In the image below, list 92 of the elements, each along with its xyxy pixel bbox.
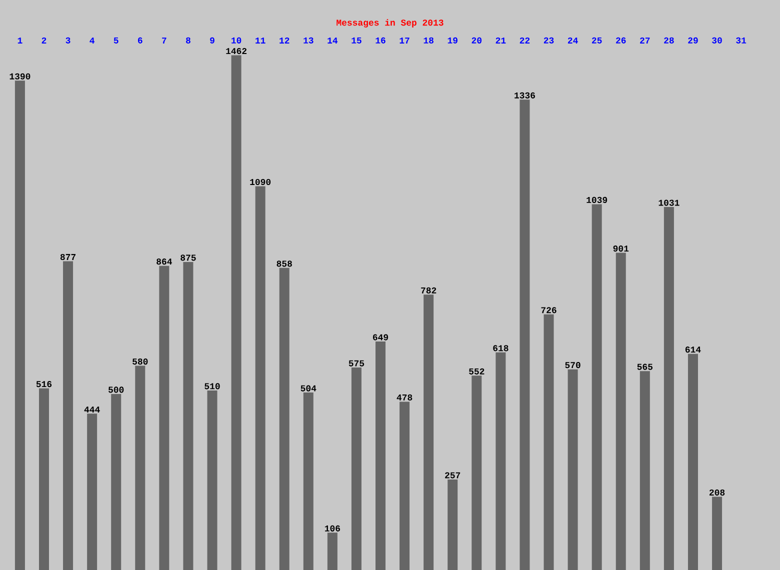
data-label: 500 — [108, 386, 124, 393]
data-label: 877 — [60, 254, 76, 260]
data-label: 208 — [709, 489, 725, 496]
x-tick-label: 8 — [186, 37, 190, 44]
x-tick-label: 7 — [162, 38, 166, 44]
data-label: 478 — [396, 394, 412, 400]
x-tick-label: 11 — [256, 38, 266, 44]
data-label: 858 — [276, 260, 292, 267]
x-tick-label: 10 — [232, 37, 242, 44]
x-tick-label: 3 — [66, 37, 70, 44]
x-tick-label: 16 — [376, 37, 386, 44]
bar — [664, 206, 674, 570]
x-tick-label: 4 — [90, 38, 94, 44]
bar — [424, 294, 434, 570]
x-tick-label: 31 — [736, 37, 746, 44]
bar — [207, 390, 218, 570]
bar — [640, 371, 650, 570]
data-label: 570 — [565, 362, 580, 368]
bar — [472, 376, 482, 570]
x-tick-label: 21 — [496, 37, 506, 44]
data-label: 1462 — [226, 48, 247, 54]
bar — [712, 496, 722, 570]
bar — [400, 402, 410, 570]
x-tick-label: 2 — [42, 37, 46, 44]
x-tick-label: 14 — [328, 38, 338, 44]
data-label: 1390 — [10, 73, 30, 80]
data-label: 614 — [685, 346, 701, 353]
x-tick-label: 25 — [592, 37, 602, 44]
x-tick-label: 30 — [712, 37, 722, 44]
data-label: 580 — [132, 358, 148, 365]
x-tick-label: 12 — [280, 37, 290, 44]
bar — [87, 414, 98, 570]
data-label: 106 — [324, 525, 340, 532]
bar — [351, 368, 362, 570]
x-tick-label: 19 — [448, 37, 458, 44]
data-label: 649 — [372, 334, 388, 340]
data-label: 782 — [421, 287, 436, 294]
bar — [183, 262, 194, 570]
bar — [496, 352, 506, 570]
bar — [279, 268, 290, 570]
x-tick-label: 5 — [114, 37, 118, 44]
bar — [520, 100, 530, 570]
chart-title: Messages in Sep 2013 — [336, 19, 444, 28]
data-label: 516 — [36, 381, 52, 388]
x-tick-label: 9 — [210, 37, 214, 44]
data-label: 1039 — [586, 196, 608, 203]
x-tick-label: 23 — [544, 37, 554, 44]
data-label: 575 — [348, 360, 364, 366]
data-label: 504 — [300, 385, 316, 392]
x-tick-label: 28 — [664, 37, 674, 44]
bar — [592, 204, 602, 570]
data-label: 618 — [493, 345, 508, 352]
bar — [38, 388, 49, 570]
bar — [616, 252, 626, 570]
x-tick-label: 13 — [304, 37, 314, 44]
data-label: 901 — [613, 245, 629, 252]
data-label: 257 — [445, 472, 460, 478]
x-tick-label: 15 — [352, 37, 362, 44]
x-tick-label: 29 — [688, 37, 698, 44]
x-tick-label: 17 — [400, 38, 410, 44]
bar — [544, 314, 554, 570]
bar — [135, 366, 146, 570]
bar — [231, 55, 242, 570]
bar — [327, 532, 338, 570]
bar — [568, 369, 578, 570]
x-tick-label: 22 — [520, 37, 530, 44]
bar — [159, 266, 170, 570]
bar — [688, 354, 698, 570]
data-label: 565 — [637, 364, 653, 370]
x-tick-label: 6 — [138, 37, 142, 44]
bar — [63, 261, 74, 570]
bar — [448, 479, 458, 570]
data-label: 1336 — [514, 92, 535, 98]
data-label: 444 — [84, 406, 100, 412]
x-tick-label: 26 — [616, 37, 626, 44]
x-tick-label: 27 — [640, 37, 650, 44]
data-label: 864 — [156, 258, 172, 265]
data-label: 1090 — [250, 178, 271, 186]
x-tick-label: 24 — [568, 37, 578, 44]
data-label: 1031 — [658, 200, 680, 206]
bar — [111, 394, 122, 570]
x-tick-label: 20 — [472, 37, 482, 44]
x-tick-label: 18 — [424, 37, 434, 44]
data-label: 552 — [469, 368, 484, 374]
data-label: 510 — [204, 383, 220, 390]
bar — [303, 392, 314, 570]
bar — [14, 80, 25, 570]
data-label: 726 — [541, 307, 556, 314]
data-label: 875 — [180, 254, 196, 261]
x-tick-label: 1 — [18, 38, 22, 44]
bar — [255, 186, 266, 570]
bar — [376, 341, 386, 570]
